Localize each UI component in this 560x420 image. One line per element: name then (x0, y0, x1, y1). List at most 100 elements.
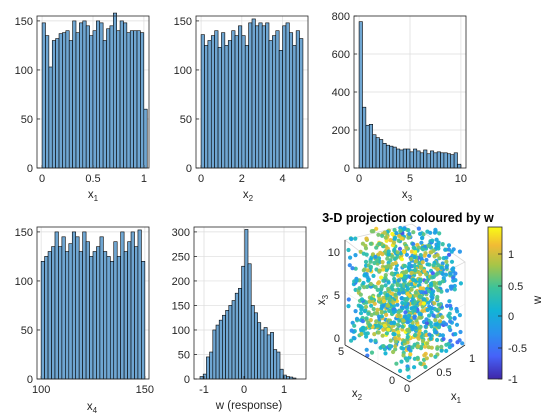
scatter-point (429, 353, 434, 358)
scatter-point (448, 338, 453, 343)
hist-x2-xlabel: x2 (243, 189, 254, 203)
scatter-point (449, 259, 455, 264)
scatter-point (380, 233, 385, 238)
scatter-point (359, 331, 364, 337)
scatter-point (433, 318, 438, 323)
scatter-point (428, 281, 434, 286)
hist-x1-bar (85, 25, 90, 169)
scatter-point (373, 254, 378, 259)
hist-x1-bar (45, 35, 50, 169)
scatter-point (410, 345, 415, 350)
scatter-point (420, 235, 425, 240)
scatter-point (417, 311, 422, 316)
scatter-point (429, 250, 434, 255)
scatter-point (420, 260, 425, 265)
scatter-point (434, 285, 439, 290)
hist-w-ytick: 0 (184, 374, 190, 386)
scatter-point (385, 293, 390, 298)
hist-w-xtick: 0 (241, 384, 247, 396)
scatter-point (364, 347, 369, 352)
scatter-point (395, 282, 400, 288)
scatter-point (354, 316, 360, 321)
scatter-point (381, 303, 386, 308)
scatter-point (419, 264, 424, 269)
scatter-point (411, 245, 416, 250)
hist-x1-bar (102, 40, 107, 169)
scatter-point (440, 271, 445, 277)
scatter-point (405, 334, 410, 340)
scatter-point (368, 264, 373, 269)
scatter-point (396, 238, 401, 243)
scatter-point (440, 279, 446, 284)
scatter-point (427, 313, 432, 318)
scatter-point (458, 281, 463, 286)
hist-x3-ytick: 800 (332, 11, 350, 23)
hist-x1-bar (58, 33, 63, 169)
hist-x1: 0 50 100 150 0 0.5 1 x1 (15, 12, 150, 203)
scatter-point (363, 259, 369, 264)
scatter-point (404, 270, 409, 275)
hist-x4-ytick: 150 (15, 227, 33, 239)
scatter-point (409, 249, 414, 254)
hist-x2-xtick: 0 (198, 173, 204, 185)
hist-w-ytick: 200 (172, 276, 190, 288)
scatter-point (399, 287, 404, 292)
hist-x3-ytick: 400 (332, 87, 350, 99)
scatter-point (377, 241, 382, 246)
hist-x3-bar (372, 134, 377, 169)
scatter-point (393, 288, 399, 293)
scatter-point (394, 231, 399, 236)
hist-x2-bar (295, 30, 300, 169)
scatter-point (406, 265, 411, 270)
hist-x1-bar (75, 32, 80, 169)
scatter-point (361, 251, 366, 256)
hist-x1-bar (133, 30, 138, 169)
scatter-point (386, 286, 391, 292)
scatter-point (346, 297, 351, 302)
hist-x2-xtick: 2 (239, 173, 245, 185)
hist-x3-bar (450, 154, 455, 169)
hist-x4-bar (78, 251, 83, 380)
hist-w-bar (228, 305, 233, 380)
hist-w-xtick: 1 (281, 384, 287, 396)
scatter-point (375, 307, 380, 312)
hist-x1-bar (68, 40, 73, 169)
scatter-point (418, 286, 423, 291)
scatter-point (381, 278, 386, 283)
scatter-point (451, 275, 456, 280)
hist-x3-bar (406, 148, 411, 169)
scatter-point (422, 269, 427, 274)
scatter-point (376, 281, 381, 286)
scatter-point (440, 333, 445, 338)
scatter-point (406, 282, 411, 287)
hist-w-bar (247, 263, 252, 380)
hist-x2-ytick: 150 (174, 16, 192, 28)
scatter-point (379, 275, 384, 280)
hist-x4-bar (82, 231, 87, 380)
scatter-point (455, 340, 460, 345)
hist-x1-bar (79, 22, 84, 169)
hist-x1-bar (136, 30, 141, 169)
hist-w-bar (260, 329, 265, 380)
scatter-point (411, 242, 416, 247)
scatter-point (430, 271, 435, 276)
scatter-point (397, 291, 402, 296)
scatter-point (372, 332, 377, 337)
scatter-point (435, 253, 440, 258)
hist-x3-bar (447, 153, 452, 169)
hist-x1-bar (72, 20, 77, 169)
scatter-point (426, 243, 432, 248)
hist-w-bar (206, 356, 210, 380)
scatter-point (407, 261, 412, 266)
scatter-point (349, 328, 354, 333)
hist-x2-bar (272, 35, 277, 169)
hist-x1-ytick: 50 (21, 114, 33, 126)
scatter-point (399, 359, 404, 364)
hist-w: 0 50 100 150 200 250 300 -1 0 1 w (response) (172, 226, 307, 412)
scatter-point (374, 245, 379, 250)
scatter3d-panel: 3-D projection coloured by w 10 5 0 x3 5… (316, 211, 544, 405)
scatter-point (398, 368, 403, 373)
scatter-point (376, 323, 381, 328)
hist-w-bar (279, 368, 284, 380)
hist-x3-bar (409, 151, 414, 169)
